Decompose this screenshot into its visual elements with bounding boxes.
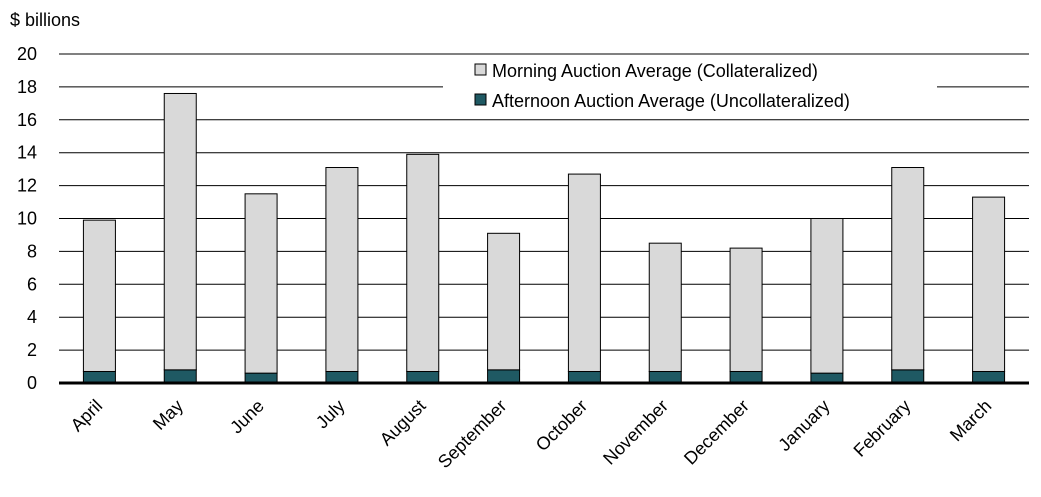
y-axis-ticks: 0 2 4 6 8 10 12 14 16 18 20 bbox=[17, 44, 37, 393]
y-tick-label: 2 bbox=[27, 340, 37, 360]
y-tick-label: 12 bbox=[17, 176, 37, 196]
bar-afternoon-segment bbox=[487, 369, 521, 384]
x-axis-labels: April May June July August September October No… bbox=[67, 396, 996, 472]
bar-morning-segment bbox=[810, 218, 844, 374]
bar-afternoon-segment bbox=[567, 370, 601, 384]
bar-afternoon-segment bbox=[729, 370, 763, 384]
y-tick-label: 16 bbox=[17, 110, 37, 130]
y-unit-label: $ billions bbox=[10, 10, 80, 30]
x-tick-label: February bbox=[850, 396, 915, 461]
bar-afternoon-segment bbox=[891, 369, 925, 384]
y-tick-label: 18 bbox=[17, 77, 37, 97]
bar-afternoon-segment bbox=[648, 370, 682, 384]
bar-morning-segment bbox=[567, 173, 601, 372]
x-tick-label: September bbox=[434, 396, 510, 472]
bar-morning-segment bbox=[325, 167, 359, 372]
bar-morning-segment bbox=[972, 196, 1006, 372]
legend-swatch-morning bbox=[474, 63, 487, 76]
bars bbox=[82, 92, 1006, 384]
bar-morning-segment bbox=[891, 167, 925, 371]
y-tick-label: 14 bbox=[17, 143, 37, 163]
x-tick-label: August bbox=[376, 396, 430, 450]
x-tick-label: May bbox=[149, 396, 187, 434]
bar-morning-segment bbox=[163, 92, 197, 371]
x-tick-label: June bbox=[226, 396, 268, 438]
x-tick-label: July bbox=[312, 396, 349, 433]
legend-background bbox=[443, 58, 937, 116]
bar-morning-segment bbox=[487, 232, 521, 371]
bar-morning-segment bbox=[729, 247, 763, 372]
y-tick-label: 4 bbox=[27, 307, 37, 327]
y-tick-label: 6 bbox=[27, 274, 37, 294]
x-tick-label: March bbox=[946, 396, 996, 446]
bar-afternoon-segment bbox=[406, 370, 440, 384]
bar-morning-segment bbox=[406, 153, 440, 372]
bar-morning-segment bbox=[82, 219, 116, 372]
y-tick-label: 10 bbox=[17, 209, 37, 229]
legend-swatch-afternoon bbox=[474, 93, 487, 106]
bar-afternoon-segment bbox=[972, 370, 1006, 384]
x-tick-label: November bbox=[599, 396, 672, 469]
legend: Morning Auction Average (Collateralized)… bbox=[443, 58, 937, 116]
x-tick-label: April bbox=[67, 396, 107, 436]
bar-afternoon-segment bbox=[325, 370, 359, 384]
legend-label-afternoon: Afternoon Auction Average (Uncollaterali… bbox=[492, 91, 850, 111]
bar-afternoon-segment bbox=[163, 369, 197, 384]
bar-afternoon-segment bbox=[82, 370, 116, 384]
y-tick-label: 0 bbox=[27, 373, 37, 393]
x-tick-label: January bbox=[774, 396, 833, 455]
legend-label-morning: Morning Auction Average (Collateralized) bbox=[492, 61, 818, 81]
x-tick-label: October bbox=[532, 396, 591, 455]
y-tick-label: 20 bbox=[17, 44, 37, 64]
x-tick-label: December bbox=[680, 396, 753, 469]
bar-morning-segment bbox=[244, 193, 278, 374]
y-tick-label: 8 bbox=[27, 241, 37, 261]
bar-morning-segment bbox=[648, 242, 682, 372]
